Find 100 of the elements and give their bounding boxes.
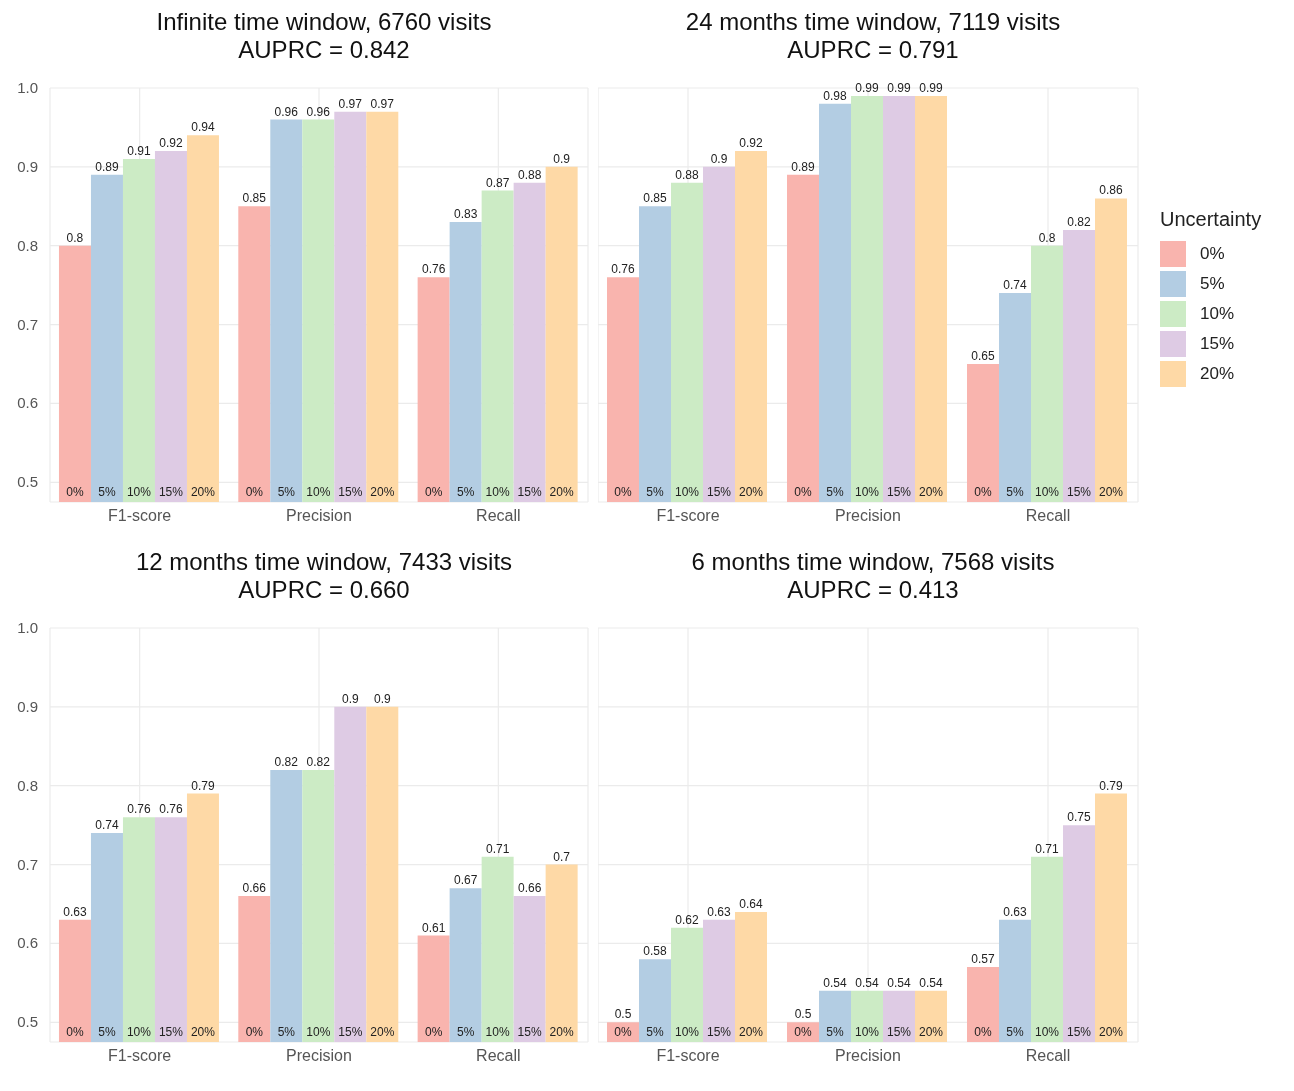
data-label: 0.76 <box>127 802 151 817</box>
data-label: 0.79 <box>191 778 215 793</box>
data-label: 0.63 <box>1003 904 1027 919</box>
y-tick-label: 0.7 <box>17 315 38 333</box>
text: 5% <box>277 485 295 499</box>
series-label: 15% <box>706 1025 732 1039</box>
x-tick-label: F1-score <box>108 1047 172 1065</box>
series-label: 5% <box>98 485 116 499</box>
y-tick-label: 1.0 <box>17 619 38 636</box>
text: 10% <box>485 1025 510 1039</box>
data-label: 0.76 <box>611 262 635 277</box>
text: 20% <box>1098 485 1124 499</box>
text: 20% <box>918 1025 944 1039</box>
data-label: 0.9 <box>553 151 571 166</box>
text: 20% <box>549 485 574 499</box>
text: 5% <box>826 1025 844 1039</box>
series-label: 20% <box>190 485 216 499</box>
data-label: 0.86 <box>1099 183 1123 198</box>
data-label: 0.7 <box>553 849 571 864</box>
legend-label: 20% <box>1200 364 1235 384</box>
series-label: 0% <box>66 485 84 499</box>
y-tick-label: 0.5 <box>17 1013 38 1031</box>
data-label: 0.8 <box>66 230 84 245</box>
data-label: 0.87 <box>485 175 510 190</box>
data-label: 0.74 <box>95 818 119 833</box>
x-tick-label: Recall <box>476 507 521 525</box>
legend-label: 5% <box>1200 274 1225 294</box>
data-label: 0.71 <box>1035 841 1059 856</box>
text: 20% <box>918 485 944 499</box>
data-label: 0.57 <box>971 952 995 967</box>
y-tick-label: 0.7 <box>17 855 38 873</box>
series-label: 15% <box>158 485 184 499</box>
data-label: 0.62 <box>675 912 699 927</box>
x-tick-label: Recall <box>476 1047 521 1065</box>
x-tick-label: Precision <box>286 1047 352 1065</box>
data-label: 0.96 <box>274 104 299 119</box>
text: 0% <box>424 1025 443 1039</box>
text: 5% <box>826 485 844 499</box>
data-label: 0.5 <box>614 1007 632 1022</box>
text: 0% <box>245 485 263 499</box>
data-label: 0.8 <box>1038 230 1056 245</box>
data-label: 0.71 <box>485 841 510 856</box>
text: 20% <box>738 485 764 499</box>
data-label: 0.91 <box>127 143 151 158</box>
data-label: 0.82 <box>274 754 299 769</box>
x-tick-label: Precision <box>286 507 352 525</box>
x-tick-label: Recall <box>1025 1047 1071 1065</box>
data-label: 0.92 <box>159 136 183 151</box>
legend-label: 10% <box>1200 304 1235 324</box>
text: 15% <box>706 485 732 499</box>
text: 0% <box>794 485 812 499</box>
text: 5% <box>456 1025 475 1039</box>
text: 0% <box>424 485 443 499</box>
text: 15% <box>517 1025 542 1039</box>
data-label: 0.9 <box>341 691 359 706</box>
series-label: 10% <box>674 1025 700 1039</box>
text: 10% <box>854 485 880 499</box>
series-label: 20% <box>190 1025 216 1039</box>
data-label: 0.75 <box>1067 810 1091 825</box>
data-label: 0.74 <box>1003 278 1027 293</box>
text: 10% <box>674 485 700 499</box>
text: 0% <box>794 1025 812 1039</box>
data-label: 0.89 <box>791 159 815 174</box>
data-label: 0.54 <box>887 975 911 990</box>
y-tick-label: 0.9 <box>17 697 38 715</box>
text: 15% <box>1066 485 1092 499</box>
chart-title: 6 months time window, 7568 visits AUPRC = 0.413 <box>690 548 1056 604</box>
text: 5% <box>1006 485 1024 499</box>
y-tick-label: 0.8 <box>17 236 38 254</box>
series-label: 15% <box>158 1025 184 1039</box>
data-label: 0.64 <box>739 896 763 911</box>
x-tick-label: F1-score <box>108 507 172 525</box>
series-label: 20% <box>738 1025 764 1039</box>
text: 10% <box>485 485 510 499</box>
text: 0% <box>974 485 992 499</box>
data-label: 0.79 <box>1099 778 1123 793</box>
data-label: 0.65 <box>971 349 995 363</box>
data-label: 0.89 <box>95 159 119 174</box>
series-label: 0% <box>614 1025 632 1039</box>
data-label: 0.97 <box>338 96 363 111</box>
data-label: 0.99 <box>855 80 879 95</box>
text: 10% <box>1034 1025 1060 1039</box>
text: 0% <box>614 485 632 499</box>
data-label: 0.76 <box>421 262 446 277</box>
data-label: 0.9 <box>373 691 391 706</box>
text: 10% <box>306 1025 331 1039</box>
data-label: 0.88 <box>517 167 542 182</box>
y-tick-label: 0.8 <box>17 776 38 794</box>
data-label: 0.85 <box>643 191 667 206</box>
series-label: 0% <box>66 1025 84 1039</box>
data-label: 0.98 <box>823 88 847 103</box>
data-label: 0.82 <box>306 754 331 769</box>
data-label: 0.82 <box>1067 214 1091 229</box>
data-label: 0.67 <box>453 873 478 888</box>
text: 10% <box>854 1025 880 1039</box>
data-label: 0.58 <box>643 944 667 959</box>
text: 15% <box>338 1025 363 1039</box>
text: 20% <box>1098 1025 1124 1039</box>
data-label: 0.63 <box>63 904 87 919</box>
data-label: 0.9 <box>710 151 728 166</box>
